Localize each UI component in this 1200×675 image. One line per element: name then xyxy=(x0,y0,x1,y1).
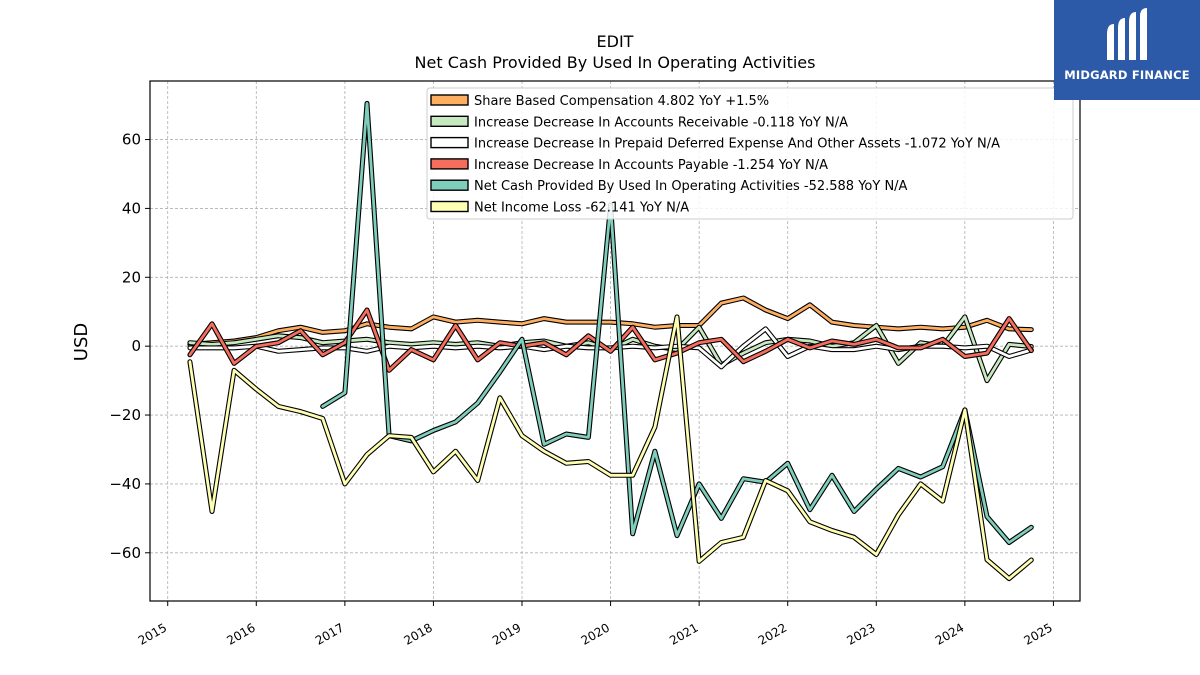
legend-label: Share Based Compensation 4.802 YoY +1.5% xyxy=(474,94,769,109)
series-line xyxy=(188,308,1033,372)
series-line xyxy=(321,102,1033,544)
y-tick-label: 20 xyxy=(122,268,141,286)
series-group xyxy=(187,100,1034,582)
legend-swatch xyxy=(430,179,469,191)
legend-swatch xyxy=(430,115,469,128)
logo-mark-icon xyxy=(1107,8,1147,60)
x-tick-label: 2025 xyxy=(1021,620,1054,647)
y-tick-label: −20 xyxy=(109,406,141,424)
brand-logo: MIDGARD FINANCE xyxy=(1054,0,1200,100)
legend-swatch xyxy=(430,94,469,106)
y-tick-label: 40 xyxy=(122,199,141,217)
legend-label: Net Cash Provided By Used In Operating A… xyxy=(474,179,908,194)
x-tick-label: 2018 xyxy=(401,620,434,647)
legend-label: Increase Decrease In Accounts Payable -1… xyxy=(474,158,828,173)
y-tick-label: 60 xyxy=(122,131,141,149)
x-tick-label: 2015 xyxy=(136,620,169,647)
x-tick-label: 2022 xyxy=(756,620,789,647)
legend: Share Based Compensation 4.802 YoY +1.5%… xyxy=(426,87,1074,220)
legend-swatch xyxy=(430,200,469,213)
legend-label: Net Income Loss -62.141 YoY N/A xyxy=(474,201,689,216)
series-line xyxy=(188,315,1033,580)
x-tick-label: 2024 xyxy=(933,620,966,647)
x-tick-label: 2020 xyxy=(579,620,612,647)
series-line xyxy=(188,296,1033,346)
chart-title: EDIT xyxy=(597,32,634,51)
chart-subtitle: Net Cash Provided By Used In Operating A… xyxy=(415,53,816,72)
y-tick-label: −40 xyxy=(109,475,141,493)
x-tick-label: 2021 xyxy=(667,620,700,647)
y-axis-label: USD xyxy=(71,323,92,361)
x-tick-label: 2019 xyxy=(490,620,523,647)
plot-area-frame xyxy=(149,80,1081,602)
legend-label: Increase Decrease In Accounts Receivable… xyxy=(474,115,848,130)
legend-label: Increase Decrease In Prepaid Deferred Ex… xyxy=(474,137,1000,152)
y-tick-label: −60 xyxy=(109,544,141,562)
x-tick-label: 2017 xyxy=(313,620,346,647)
brand-name: MIDGARD FINANCE xyxy=(1064,68,1190,82)
x-tick-label: 2016 xyxy=(224,620,257,647)
x-tick-label: 2023 xyxy=(844,620,877,647)
legend-swatch xyxy=(430,158,469,170)
legend-swatch xyxy=(430,136,469,149)
y-tick-label: 0 xyxy=(131,337,141,355)
legend-box xyxy=(426,87,1074,220)
